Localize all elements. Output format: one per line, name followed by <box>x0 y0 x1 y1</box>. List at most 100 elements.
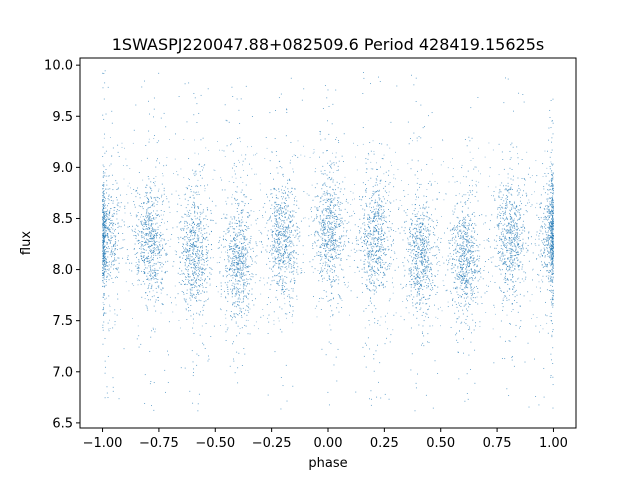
data-point <box>153 295 155 297</box>
data-point <box>326 232 328 234</box>
data-point <box>158 198 160 200</box>
data-point <box>152 250 154 252</box>
data-point <box>303 88 305 90</box>
data-point <box>200 232 202 234</box>
data-point <box>282 288 284 290</box>
data-point <box>373 231 375 232</box>
data-point <box>429 325 431 327</box>
data-point <box>224 217 226 219</box>
data-point <box>193 232 195 234</box>
data-point <box>238 269 240 271</box>
data-point <box>148 271 150 273</box>
data-point <box>402 239 404 241</box>
data-point <box>159 267 161 269</box>
data-point <box>148 228 150 230</box>
data-point <box>385 216 387 218</box>
data-point <box>114 252 116 254</box>
data-point <box>316 216 318 218</box>
data-point <box>334 193 336 195</box>
data-point <box>282 229 284 231</box>
data-point <box>274 264 276 266</box>
data-point <box>239 246 241 248</box>
data-point <box>151 258 153 260</box>
data-point <box>377 209 379 211</box>
data-point <box>205 268 207 270</box>
data-point <box>188 282 190 284</box>
data-point <box>385 221 387 222</box>
data-point <box>333 205 335 207</box>
data-point <box>284 260 286 262</box>
data-point <box>335 356 337 358</box>
data-point <box>330 242 332 244</box>
data-point <box>397 266 399 268</box>
data-point <box>154 274 156 276</box>
data-point <box>328 278 330 280</box>
data-point <box>373 219 374 221</box>
data-point <box>282 260 284 262</box>
data-point <box>146 192 148 194</box>
data-point <box>233 228 235 230</box>
data-point <box>102 220 104 222</box>
data-point <box>339 224 340 226</box>
data-point <box>111 256 113 258</box>
data-point <box>155 223 157 225</box>
data-point <box>421 280 423 282</box>
data-point <box>141 257 143 259</box>
data-point <box>235 286 237 288</box>
data-point <box>413 241 415 243</box>
data-point <box>277 274 279 276</box>
data-point <box>377 201 378 203</box>
data-point <box>102 280 104 281</box>
data-point <box>150 260 152 262</box>
data-point <box>104 219 106 220</box>
data-point <box>245 85 247 87</box>
data-point <box>427 244 429 246</box>
data-point <box>323 218 325 220</box>
data-point <box>198 355 200 357</box>
data-point <box>243 348 245 349</box>
data-point <box>372 210 374 212</box>
data-point <box>367 236 368 238</box>
data-point <box>385 171 387 173</box>
data-point <box>224 246 226 248</box>
data-point <box>373 282 375 284</box>
data-point <box>416 236 418 238</box>
data-point <box>316 240 318 242</box>
data-point <box>271 241 273 243</box>
data-point <box>330 237 332 239</box>
data-point <box>158 72 160 74</box>
data-point <box>389 298 391 300</box>
data-point <box>334 270 336 271</box>
data-point <box>149 220 151 221</box>
data-point <box>288 236 290 237</box>
data-point <box>330 284 332 286</box>
data-point <box>270 208 272 209</box>
data-point <box>171 234 173 235</box>
data-point <box>238 248 240 250</box>
data-point <box>389 182 391 184</box>
data-point <box>178 238 180 240</box>
data-point <box>390 202 391 204</box>
data-point <box>195 297 197 299</box>
data-point <box>417 248 419 250</box>
data-point <box>324 253 326 255</box>
data-point <box>137 267 139 269</box>
data-point <box>364 230 366 232</box>
data-point <box>230 315 232 316</box>
data-point <box>287 232 289 234</box>
data-point <box>148 263 150 264</box>
data-point <box>327 89 329 91</box>
data-point <box>153 108 155 110</box>
data-point <box>325 240 327 242</box>
data-point <box>201 166 203 167</box>
data-point <box>161 270 163 272</box>
data-point <box>242 262 244 264</box>
data-point <box>244 203 246 205</box>
data-point <box>195 170 197 172</box>
data-point <box>288 260 290 262</box>
data-point <box>414 254 416 256</box>
data-point <box>112 147 114 149</box>
data-point <box>339 222 341 224</box>
data-point <box>339 203 341 205</box>
data-point <box>149 192 151 194</box>
